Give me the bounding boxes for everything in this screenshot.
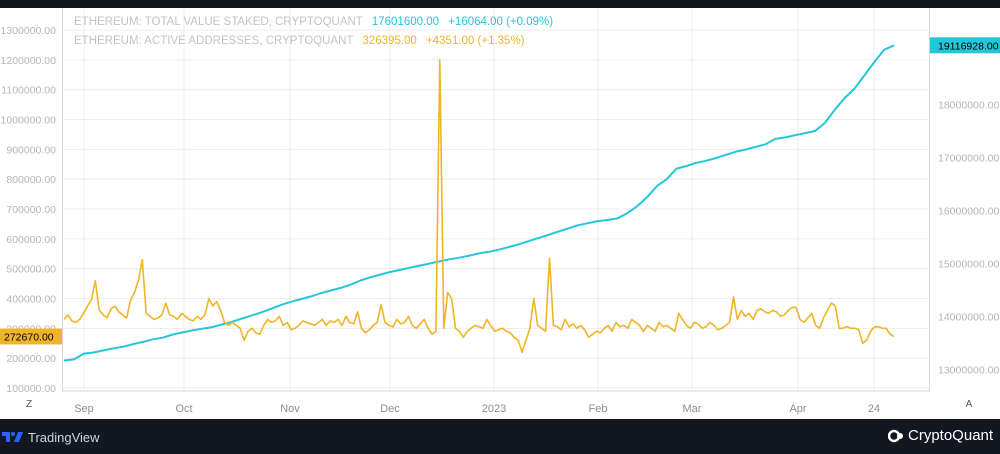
plot-area bbox=[62, 8, 930, 391]
x-tick-label: Dec bbox=[380, 403, 400, 415]
left-y-tick-label: 1300000.00 bbox=[1, 25, 57, 37]
legend-staked-name: ETHEREUM: TOTAL VALUE STAKED, CRYPTOQUAN… bbox=[74, 16, 363, 28]
series-lines bbox=[63, 44, 895, 362]
left-y-tick-label: 900000.00 bbox=[6, 144, 56, 156]
right-y-axis: 13000000.00 14000000.00 15000000.00 1600000… bbox=[938, 100, 999, 377]
top-bar bbox=[0, 0, 1000, 8]
x-tick-label: Feb bbox=[589, 403, 608, 415]
left-y-tick-label: 400000.00 bbox=[6, 294, 56, 306]
bottom-bar bbox=[0, 419, 1000, 454]
right-y-tick-label: 18000000.00 bbox=[938, 100, 999, 112]
x-tick-label: Apr bbox=[789, 403, 806, 415]
tradingview-text: TradingView bbox=[28, 429, 100, 445]
tradingview-logo[interactable]: TradingView bbox=[2, 428, 100, 446]
left-y-tick-label: 700000.00 bbox=[6, 204, 56, 216]
tradingview-icon bbox=[2, 432, 23, 442]
left-last-badge bbox=[0, 328, 62, 345]
x-axis: Sep Oct Nov Dec 2023 Feb Mar Apr 24 bbox=[62, 390, 930, 415]
left-last-value: 272670.00 bbox=[4, 331, 54, 343]
right-y-tick-label: 16000000.00 bbox=[938, 206, 999, 218]
left-y-tick-label: 200000.00 bbox=[6, 353, 56, 365]
left-y-tick-label: 100000.00 bbox=[6, 383, 56, 395]
active-addresses-line bbox=[63, 58, 895, 354]
x-tick-label: Oct bbox=[175, 403, 192, 415]
left-y-axis: 100000.00200000.00300000.00400000.005000… bbox=[1, 25, 57, 395]
right-y-tick-label: 15000000.00 bbox=[938, 259, 999, 271]
right-last-value: 19116928.00 bbox=[938, 40, 999, 52]
left-y-tick-label: 1200000.00 bbox=[1, 55, 57, 67]
staked-line bbox=[63, 44, 895, 362]
left-y-tick-label: 600000.00 bbox=[6, 234, 56, 246]
left-y-tick-label: 800000.00 bbox=[6, 174, 56, 186]
chart-canvas[interactable]: 100000.00200000.00300000.00400000.005000… bbox=[0, 0, 1000, 420]
legend-staked-value: 17601600.00 bbox=[371, 16, 439, 28]
legend-staked[interactable]: ETHEREUM: TOTAL VALUE STAKED, CRYPTOQUAN… bbox=[74, 16, 553, 28]
x-tick-label: Sep bbox=[74, 403, 94, 415]
cryptoquant-icon bbox=[888, 429, 903, 442]
auto-scale-button[interactable]: A bbox=[965, 399, 973, 410]
legend-staked-change: +16064.00 (+0.09%) bbox=[448, 16, 554, 28]
x-tick-label: Nov bbox=[280, 403, 300, 415]
legend-active-value: 326395.00 bbox=[362, 35, 417, 47]
legend-active[interactable]: ETHEREUM: ACTIVE ADDRESSES, CRYPTOQUANT … bbox=[74, 35, 525, 47]
left-y-tick-label: 1000000.00 bbox=[1, 115, 57, 127]
cryptoquant-logo: CryptoQuant bbox=[888, 427, 993, 444]
left-y-tick-label: 1100000.00 bbox=[1, 85, 56, 97]
grid-lines bbox=[62, 8, 930, 391]
last-value-labels: 19116928.00 272670.00 bbox=[0, 37, 1000, 345]
cryptoquant-text: CryptoQuant bbox=[908, 427, 994, 444]
right-last-badge bbox=[930, 37, 1000, 54]
x-tick-label: 24 bbox=[868, 403, 880, 415]
right-y-tick-label: 17000000.00 bbox=[938, 153, 999, 165]
legend-active-change: +4351.00 (+1.35%) bbox=[426, 35, 525, 47]
x-tick-label: Mar bbox=[683, 403, 702, 415]
legend-active-name: ETHEREUM: ACTIVE ADDRESSES, CRYPTOQUANT bbox=[74, 35, 354, 47]
zoom-reset-button[interactable]: Z bbox=[25, 399, 33, 410]
right-y-tick-label: 13000000.00 bbox=[938, 365, 999, 377]
x-tick-label: 2023 bbox=[482, 403, 506, 415]
left-y-tick-label: 500000.00 bbox=[6, 264, 56, 276]
right-y-tick-label: 14000000.00 bbox=[938, 312, 999, 324]
